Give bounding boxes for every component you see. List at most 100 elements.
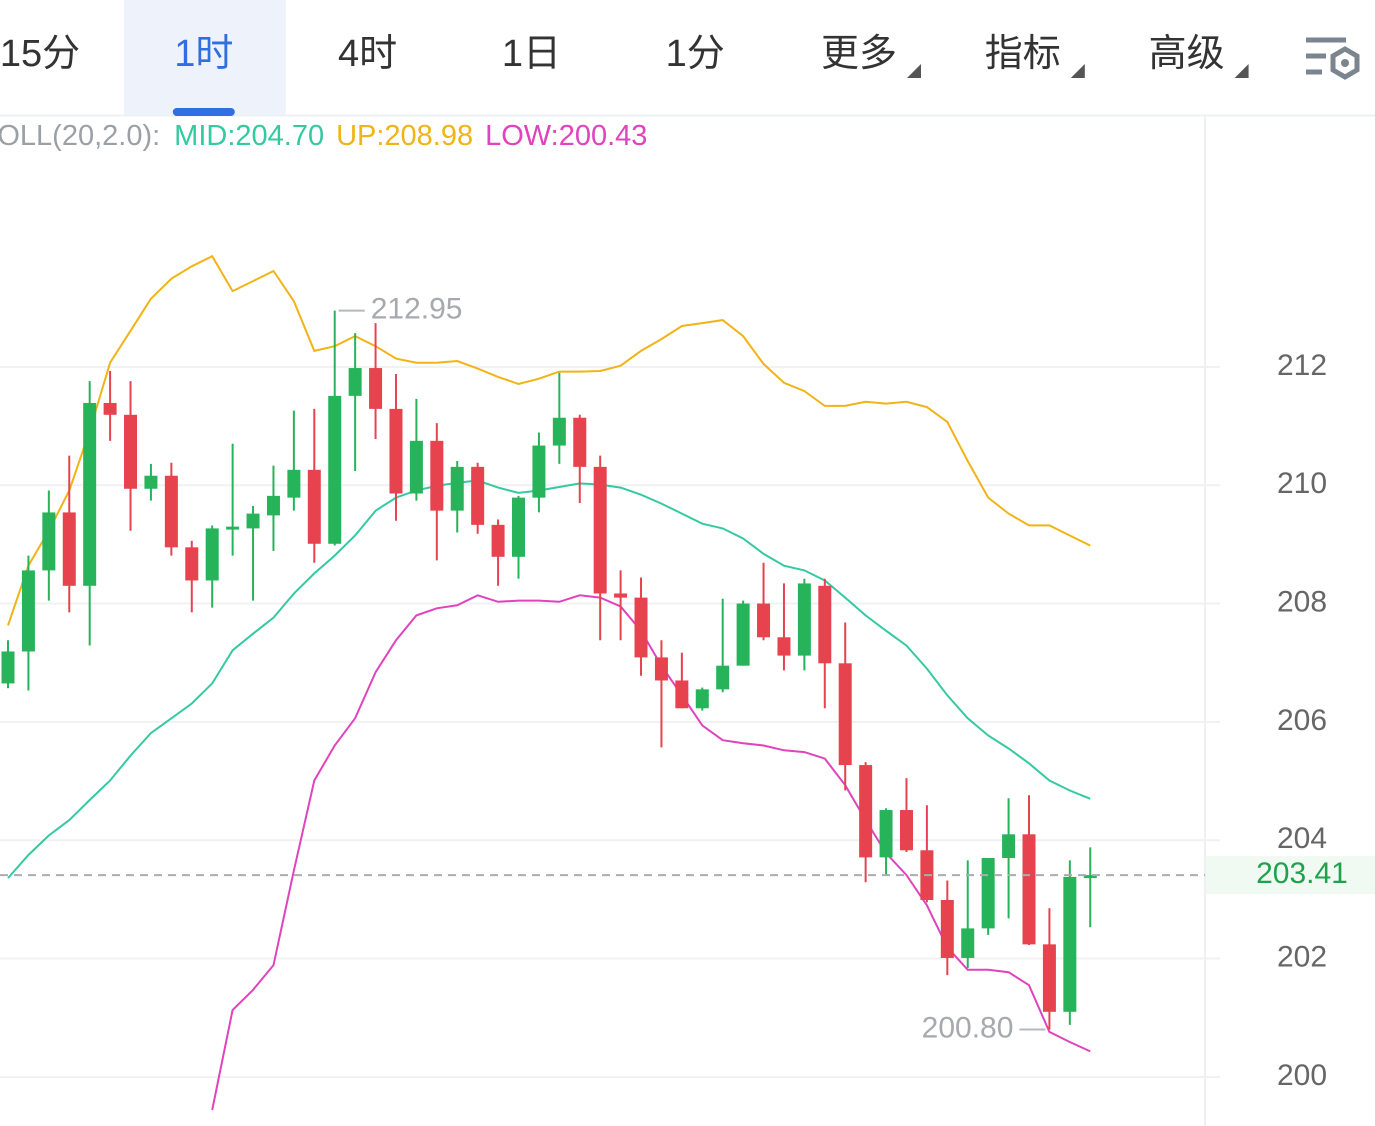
tab[interactable]: 1时 [123, 0, 286, 116]
tab[interactable]: 更多 [821, 33, 921, 78]
candle-body [757, 603, 771, 638]
tab-label: 15分 [0, 33, 80, 75]
candle-body [389, 408, 403, 494]
candle-body [246, 513, 260, 529]
y-tick-label: 210 [1277, 467, 1327, 500]
candle-body [409, 440, 423, 494]
dropdown-marker [1070, 64, 1085, 78]
candle-body [185, 547, 199, 581]
candle-body [491, 524, 505, 557]
candle-body [675, 680, 689, 709]
candle-body [62, 512, 76, 586]
candle-body [818, 585, 832, 664]
band-line [7, 254, 1091, 626]
candle-body [859, 765, 873, 858]
tab[interactable]: 1日 [502, 33, 561, 75]
legend-text: UP: [336, 120, 384, 152]
candle-body [940, 899, 954, 958]
tab[interactable]: 高级 [1149, 33, 1249, 78]
last-price-box [1206, 856, 1375, 895]
y-tick-label: 200 [1277, 1059, 1327, 1092]
candle-body [736, 603, 750, 666]
candle-body [532, 445, 546, 498]
tab[interactable]: 指标 [985, 33, 1085, 78]
annotation-label: 200.80 [922, 1011, 1014, 1044]
legend-text: 204.70 [235, 120, 324, 152]
tab-active-indicator [172, 108, 235, 116]
candle-body [144, 475, 158, 489]
candle-body [1, 651, 15, 684]
candle-body [307, 469, 321, 544]
candle-body [573, 417, 587, 467]
candle-body [1063, 876, 1077, 1012]
y-tick-label: 202 [1277, 940, 1327, 973]
tab-active-bg [123, 0, 286, 115]
legend-text: MID: [174, 120, 235, 152]
candle-body [266, 495, 280, 516]
candle-body [1042, 944, 1056, 1012]
candle-body [348, 368, 362, 396]
legend-text: LOW: [485, 120, 559, 152]
candle-body [654, 657, 668, 681]
candle-body [981, 857, 995, 929]
y-tick-label: 204 [1277, 822, 1327, 855]
candle-body [716, 665, 730, 690]
tab[interactable]: 4时 [338, 33, 397, 75]
y-tick-label: 212 [1277, 349, 1327, 382]
candle-body [471, 466, 485, 525]
last-price-label: 203.41 [1256, 857, 1348, 890]
candle-body [1083, 875, 1097, 879]
dropdown-marker [907, 64, 921, 78]
candle-body [797, 583, 811, 656]
candle-body [1022, 834, 1036, 945]
candle-body [164, 475, 178, 548]
tab[interactable]: 1分 [666, 33, 725, 75]
icon-dot [1341, 59, 1349, 67]
dropdown-marker [1234, 64, 1249, 78]
candle-body [593, 466, 607, 594]
candle-body [226, 526, 240, 530]
tab-label: 高级 [1149, 33, 1225, 75]
icon-gear [1330, 46, 1360, 80]
settings-icon[interactable] [1306, 37, 1360, 80]
tab-label: 1时 [174, 33, 233, 75]
legend-text: 208.98 [384, 120, 473, 152]
candle-body [430, 440, 444, 511]
band-line [7, 479, 1091, 879]
legend-text: BOLL(20,2.0): [0, 120, 160, 152]
legend-text: 200.43 [559, 120, 648, 152]
tab-label: 1分 [666, 33, 725, 75]
candle-body [614, 593, 628, 598]
candle-body [961, 928, 975, 958]
candle-body [1002, 834, 1016, 858]
candle-body [634, 597, 648, 658]
candle-body [21, 570, 35, 652]
candle-body [369, 368, 383, 409]
candle-body [450, 466, 464, 511]
candle-body [287, 469, 301, 498]
indicator-legend: BOLL(20,2.0): MID:204.70 UP:208.98 LOW:200.… [0, 120, 647, 152]
candle-body [879, 810, 893, 858]
tab[interactable]: 15分 [0, 33, 80, 75]
candle-body [205, 528, 219, 581]
candle-body [552, 417, 566, 446]
candle-body [899, 810, 913, 851]
candle-body [103, 402, 117, 415]
tab-label: 指标 [985, 33, 1061, 75]
candle-body [42, 512, 56, 571]
candle-body [83, 402, 97, 586]
y-tick-label: 208 [1277, 585, 1327, 618]
candle-body [777, 637, 791, 656]
tab-label: 更多 [821, 33, 897, 75]
candle-body [695, 689, 709, 709]
candle-body [838, 663, 852, 766]
annotation-label: 212.95 [371, 293, 463, 326]
plot-area [1, 254, 1097, 1111]
candle-body [512, 497, 525, 557]
y-tick-label: 206 [1277, 704, 1327, 737]
tab-label: 1日 [502, 33, 561, 75]
tab-label: 4时 [338, 33, 397, 75]
